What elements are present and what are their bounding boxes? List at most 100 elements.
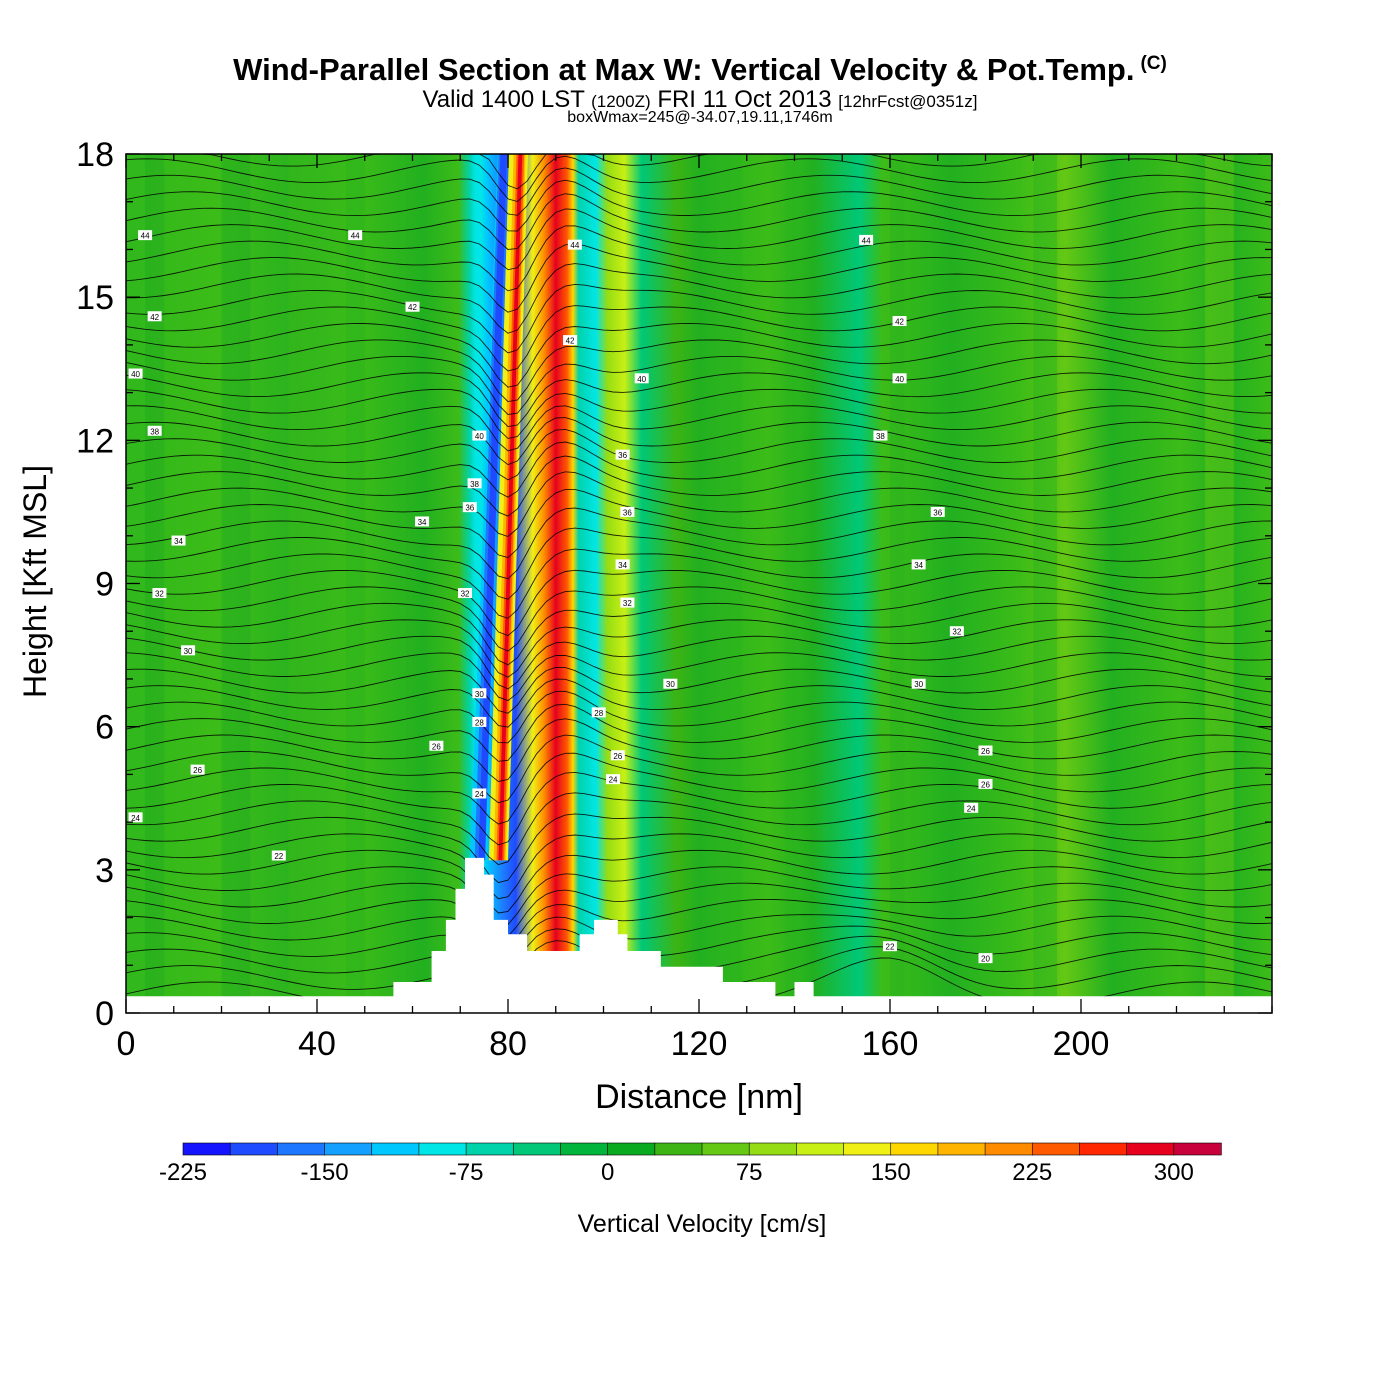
theta-label: 38 xyxy=(873,430,888,441)
svg-text:28: 28 xyxy=(594,709,603,718)
colorbar-swatch xyxy=(1079,1142,1128,1156)
theta-label: 30 xyxy=(911,678,926,689)
theta-label: 32 xyxy=(152,588,167,599)
svg-text:26: 26 xyxy=(432,742,441,751)
theta-label: 28 xyxy=(472,716,487,727)
colorbar-swatch xyxy=(560,1142,609,1156)
theta-contour xyxy=(125,849,1273,914)
theta-label: 24 xyxy=(964,802,979,813)
theta-contour xyxy=(125,833,1273,900)
theta-contour xyxy=(125,925,1273,977)
svg-text:26: 26 xyxy=(981,780,990,789)
svg-text:38: 38 xyxy=(470,480,479,489)
velocity-band xyxy=(221,154,251,1013)
y-tick-label: 0 xyxy=(95,995,114,1033)
theta-contour xyxy=(125,355,1273,415)
x-tick-label: 80 xyxy=(489,1025,527,1063)
theta-contour xyxy=(125,882,1273,939)
theta-label: 26 xyxy=(978,778,993,789)
theta-contour xyxy=(125,488,1273,559)
svg-text:32: 32 xyxy=(461,590,470,599)
colorbar-swatch xyxy=(182,1142,231,1156)
svg-text:26: 26 xyxy=(193,766,202,775)
theta-contour xyxy=(125,652,1273,702)
theta-label: 26 xyxy=(610,750,625,761)
svg-text:36: 36 xyxy=(618,451,627,460)
svg-text:34: 34 xyxy=(418,518,427,527)
theta-contour xyxy=(125,339,1273,403)
x-tick-label: 120 xyxy=(671,1025,728,1063)
svg-text:20: 20 xyxy=(981,955,990,964)
svg-text:32: 32 xyxy=(623,599,632,608)
theta-label: 32 xyxy=(620,597,635,608)
downdraft-core xyxy=(478,154,508,861)
svg-text:32: 32 xyxy=(952,628,961,637)
theta-contour xyxy=(125,471,1273,538)
theta-label: 40 xyxy=(634,373,649,384)
theta-contour xyxy=(125,792,1273,866)
theta-contour xyxy=(125,243,1273,313)
svg-text:34: 34 xyxy=(914,561,923,570)
theta-contour xyxy=(125,179,1273,232)
svg-text:40: 40 xyxy=(131,370,140,379)
theta-contour xyxy=(125,602,1273,666)
chart-title: Wind-Parallel Section at Max W: Vertical… xyxy=(233,52,1167,87)
velocity-band xyxy=(288,154,317,1013)
theta-label: 36 xyxy=(615,449,630,460)
svg-text:22: 22 xyxy=(274,852,283,861)
theta-label: 22 xyxy=(883,941,897,952)
chart-subtitle: boxWmax=245@-34.07,19.11,1746m xyxy=(567,109,833,126)
theta-contour xyxy=(125,372,1273,428)
colorbar-swatch xyxy=(843,1142,892,1156)
theta-label: 42 xyxy=(405,301,420,312)
theta-label: 34 xyxy=(911,559,926,570)
theta-label: 40 xyxy=(892,373,907,384)
theta-label: 34 xyxy=(615,559,630,570)
theta-label: 32 xyxy=(458,588,473,599)
theta-contour xyxy=(125,428,1273,481)
x-tick-label: 0 xyxy=(117,1025,136,1063)
colorbar-swatch xyxy=(1126,1142,1175,1156)
theta-label: 30 xyxy=(181,645,196,656)
svg-text:24: 24 xyxy=(475,790,484,799)
colorbar-tick-label: 0 xyxy=(601,1159,614,1186)
theta-label: 26 xyxy=(190,764,205,775)
theta-contour xyxy=(125,690,1273,744)
svg-text:28: 28 xyxy=(475,718,484,727)
theta-contour xyxy=(125,208,1273,271)
theta-contour xyxy=(125,225,1273,292)
svg-text:44: 44 xyxy=(570,241,579,250)
theta-contour xyxy=(125,405,1273,452)
theta-contour xyxy=(125,388,1272,439)
theta-label: 44 xyxy=(567,239,582,250)
theta-contour xyxy=(125,678,1273,728)
svg-text:24: 24 xyxy=(967,804,976,813)
colorbar-tick-label: 150 xyxy=(871,1159,911,1186)
theta-label: 42 xyxy=(147,311,162,322)
svg-text:26: 26 xyxy=(613,752,622,761)
colorbar-swatch xyxy=(796,1142,845,1156)
svg-text:40: 40 xyxy=(637,375,646,384)
svg-text:44: 44 xyxy=(141,232,150,241)
colorbar-swatch xyxy=(229,1142,279,1156)
theta-contour xyxy=(125,193,1273,250)
theta-label: 40 xyxy=(128,368,143,379)
theta-contour xyxy=(125,718,1273,782)
colorbar-title: Vertical Velocity [cm/s] xyxy=(578,1210,827,1238)
colorbar-swatch xyxy=(512,1142,562,1156)
theta-contour xyxy=(125,619,1273,678)
y-tick-label: 6 xyxy=(95,709,114,747)
colorbar-swatch xyxy=(890,1142,939,1156)
theta-contour xyxy=(125,666,1273,714)
svg-text:36: 36 xyxy=(623,508,632,517)
y-tick-label: 9 xyxy=(95,566,114,604)
theta-contour xyxy=(125,507,1273,580)
svg-text:40: 40 xyxy=(895,375,904,384)
colorbar-swatch xyxy=(1173,1142,1222,1156)
theta-contour xyxy=(125,167,1273,216)
svg-text:32: 32 xyxy=(155,590,164,599)
x-tick-label: 160 xyxy=(862,1025,919,1063)
colorbar-tick-label: -150 xyxy=(301,1159,349,1186)
y-tick-label: 3 xyxy=(95,852,114,890)
